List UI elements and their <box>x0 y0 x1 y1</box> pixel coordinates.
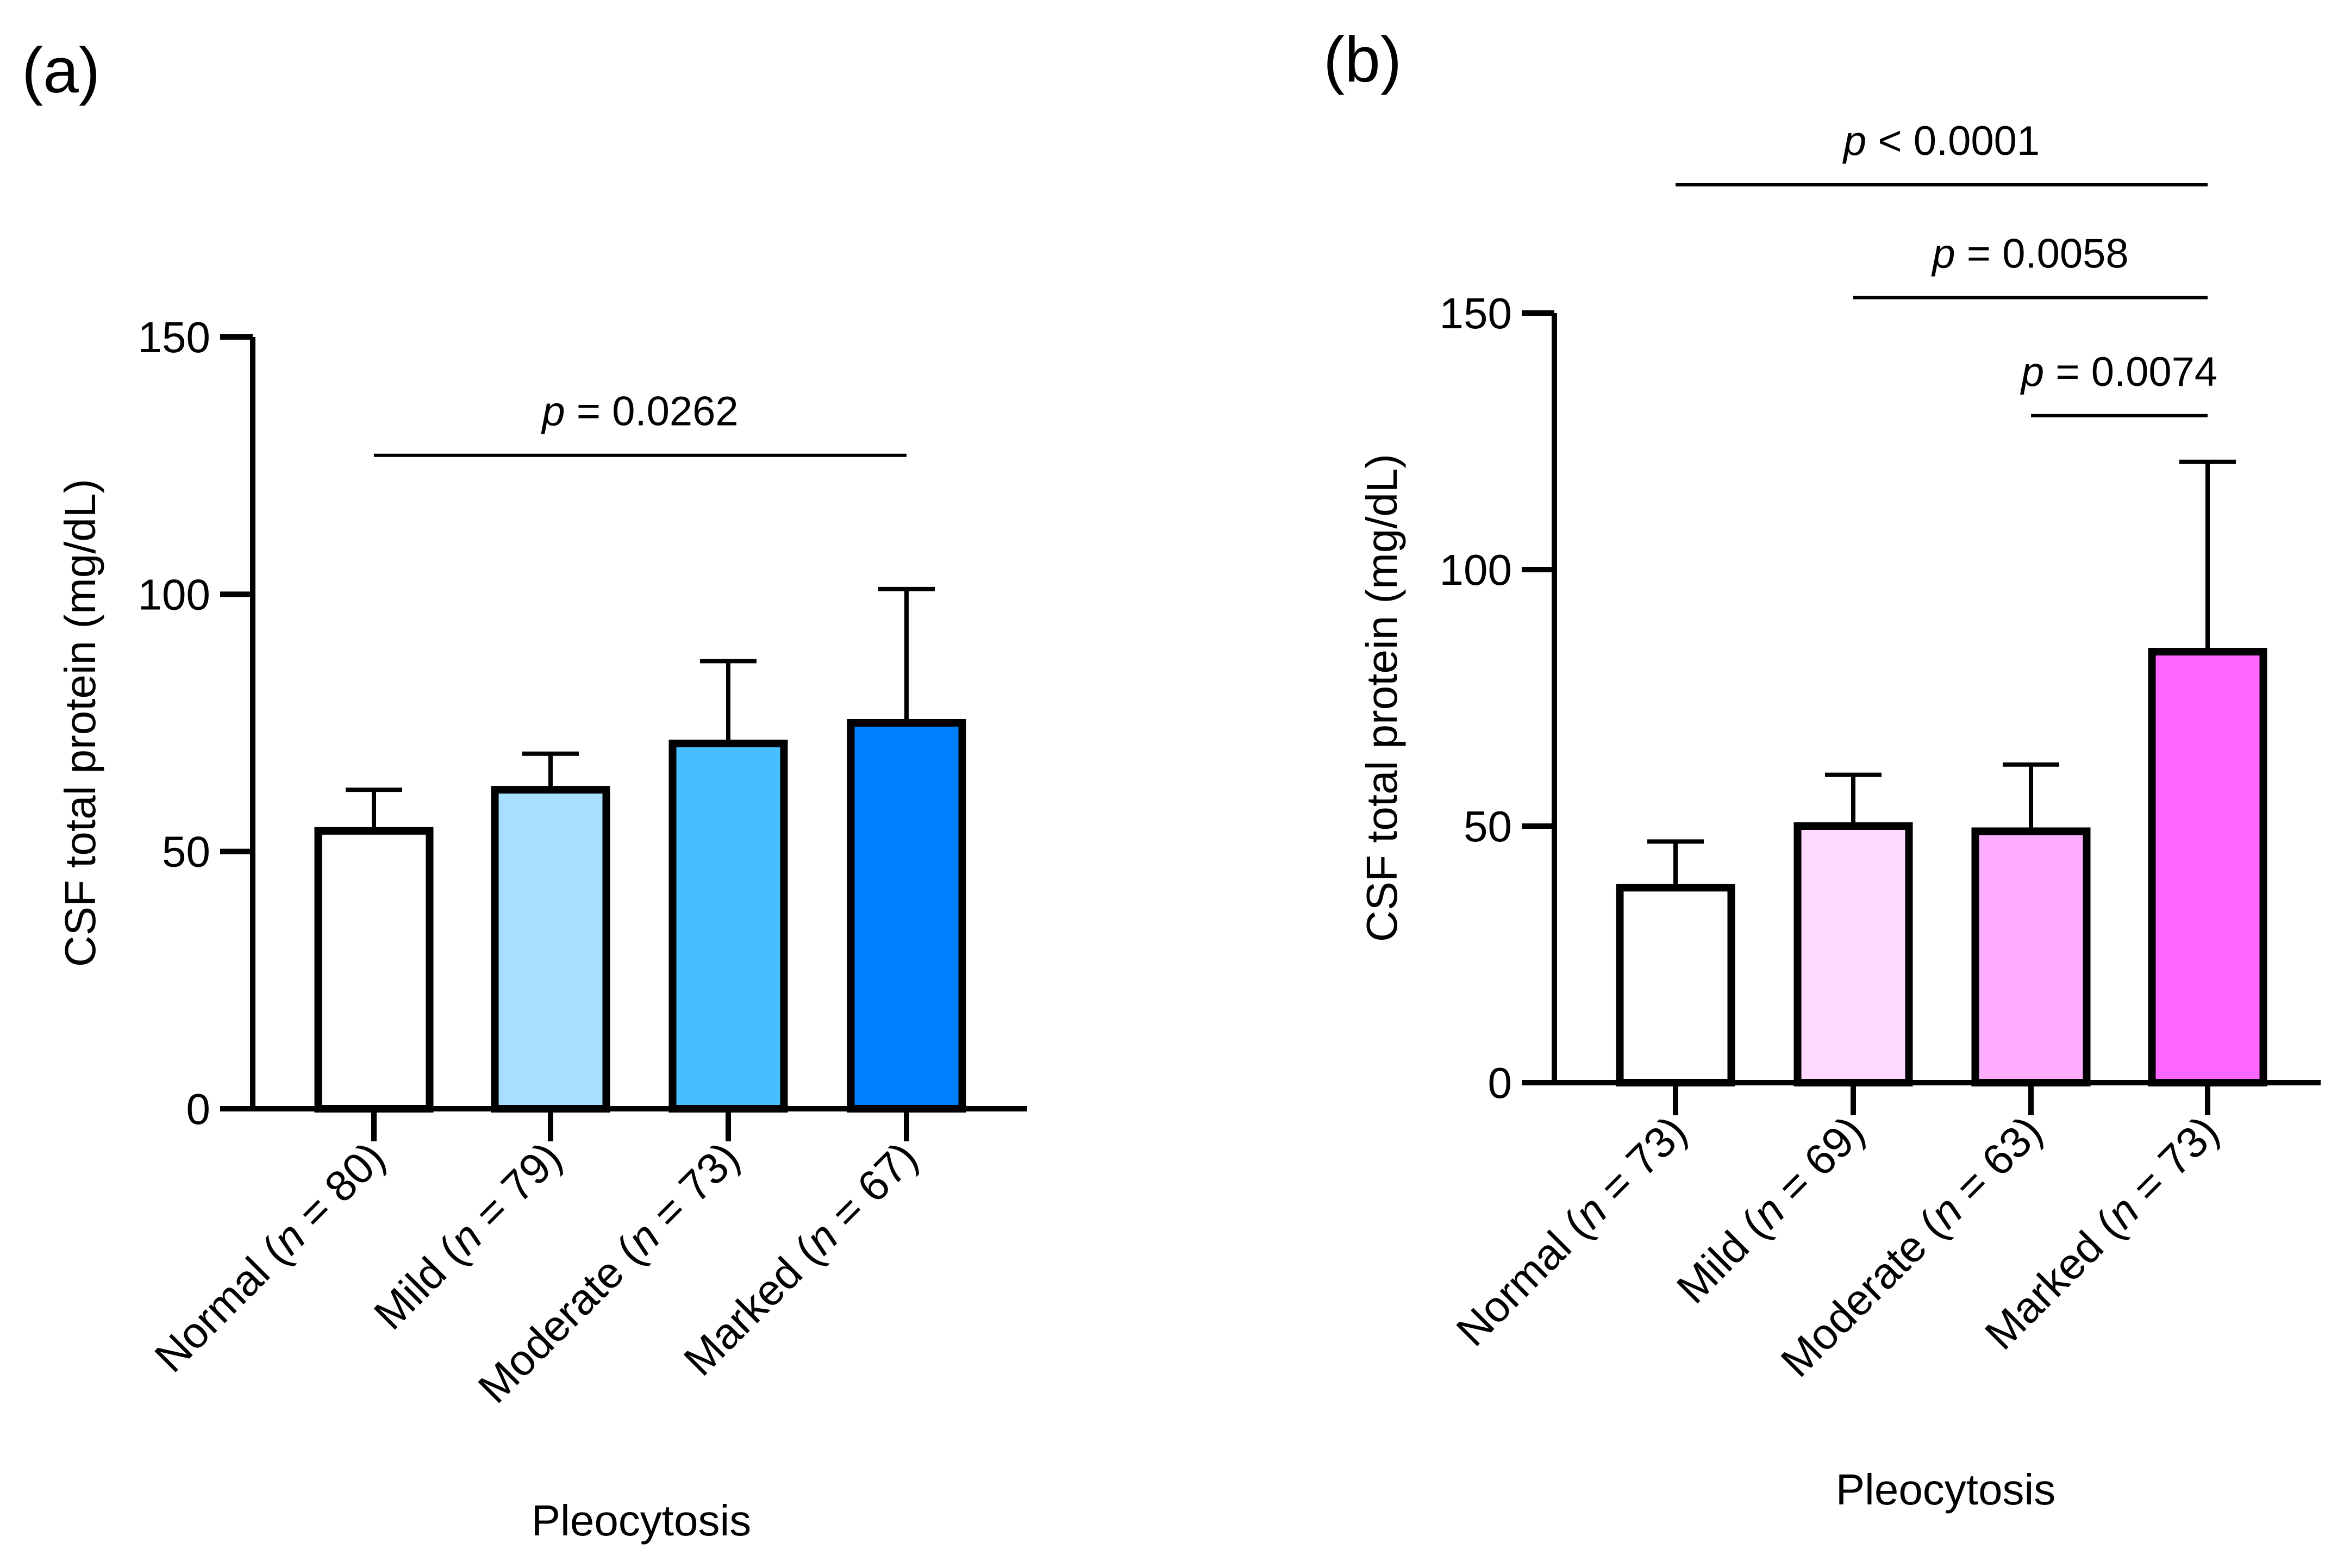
bar-normal <box>1616 884 1735 1087</box>
y-axis-label: CSF total protein (mg/dL) <box>1358 454 1406 942</box>
y-axis-label: CSF total protein (mg/dL) <box>56 479 104 967</box>
y-tick-label: 100 <box>1440 546 1512 594</box>
category-name: Moderate <box>1772 1222 1936 1386</box>
bar-mild <box>1793 822 1913 1086</box>
p-value: = 0.0058 <box>1967 231 2129 277</box>
p-symbol: p <box>2020 349 2044 395</box>
bar-normal <box>314 827 434 1113</box>
bar-mild <box>491 786 610 1113</box>
p-symbol: p <box>541 389 565 435</box>
bar-moderate <box>1971 827 2091 1086</box>
category-name: Normal <box>146 1248 279 1381</box>
p-symbol: p <box>1842 118 1866 164</box>
bar-moderate <box>668 739 788 1113</box>
p-value-label: p = 0.0058 <box>1931 231 2128 277</box>
x-tick-label: Normal (n = 80) <box>146 1133 394 1381</box>
x-axis-label: Pleocytosis <box>532 1496 752 1545</box>
y-tick-label: 50 <box>162 828 210 876</box>
category-name: Marked <box>1976 1222 2112 1359</box>
p-value-label: p = 0.0262 <box>541 389 738 435</box>
category-name: Moderate <box>469 1248 633 1412</box>
y-tick-label: 0 <box>186 1085 211 1133</box>
p-value: = 0.0262 <box>577 389 739 435</box>
y-tick-label: 0 <box>1488 1059 1512 1107</box>
p-value-label: p = 0.0074 <box>2020 349 2217 395</box>
x-axis-label: Pleocytosis <box>1836 1465 2056 1514</box>
panel-label: (b) <box>1323 24 1402 96</box>
y-tick-label: 100 <box>138 570 210 619</box>
bar-marked <box>847 719 966 1113</box>
p-value-label: p < 0.0001 <box>1842 118 2040 164</box>
y-tick-label: 150 <box>1440 289 1512 338</box>
y-tick-label: 50 <box>1464 802 1512 851</box>
x-tick-label: Normal (n = 73) <box>1447 1107 1696 1355</box>
y-tick-label: 150 <box>138 313 210 361</box>
p-value: < 0.0001 <box>1878 118 2040 164</box>
p-symbol: p <box>1931 231 1955 277</box>
bar-marked <box>2148 648 2267 1087</box>
category-name: Normal <box>1447 1222 1580 1355</box>
category-name: Marked <box>674 1248 811 1385</box>
panel-label: (a) <box>22 35 100 107</box>
p-value: = 0.0074 <box>2055 349 2217 395</box>
